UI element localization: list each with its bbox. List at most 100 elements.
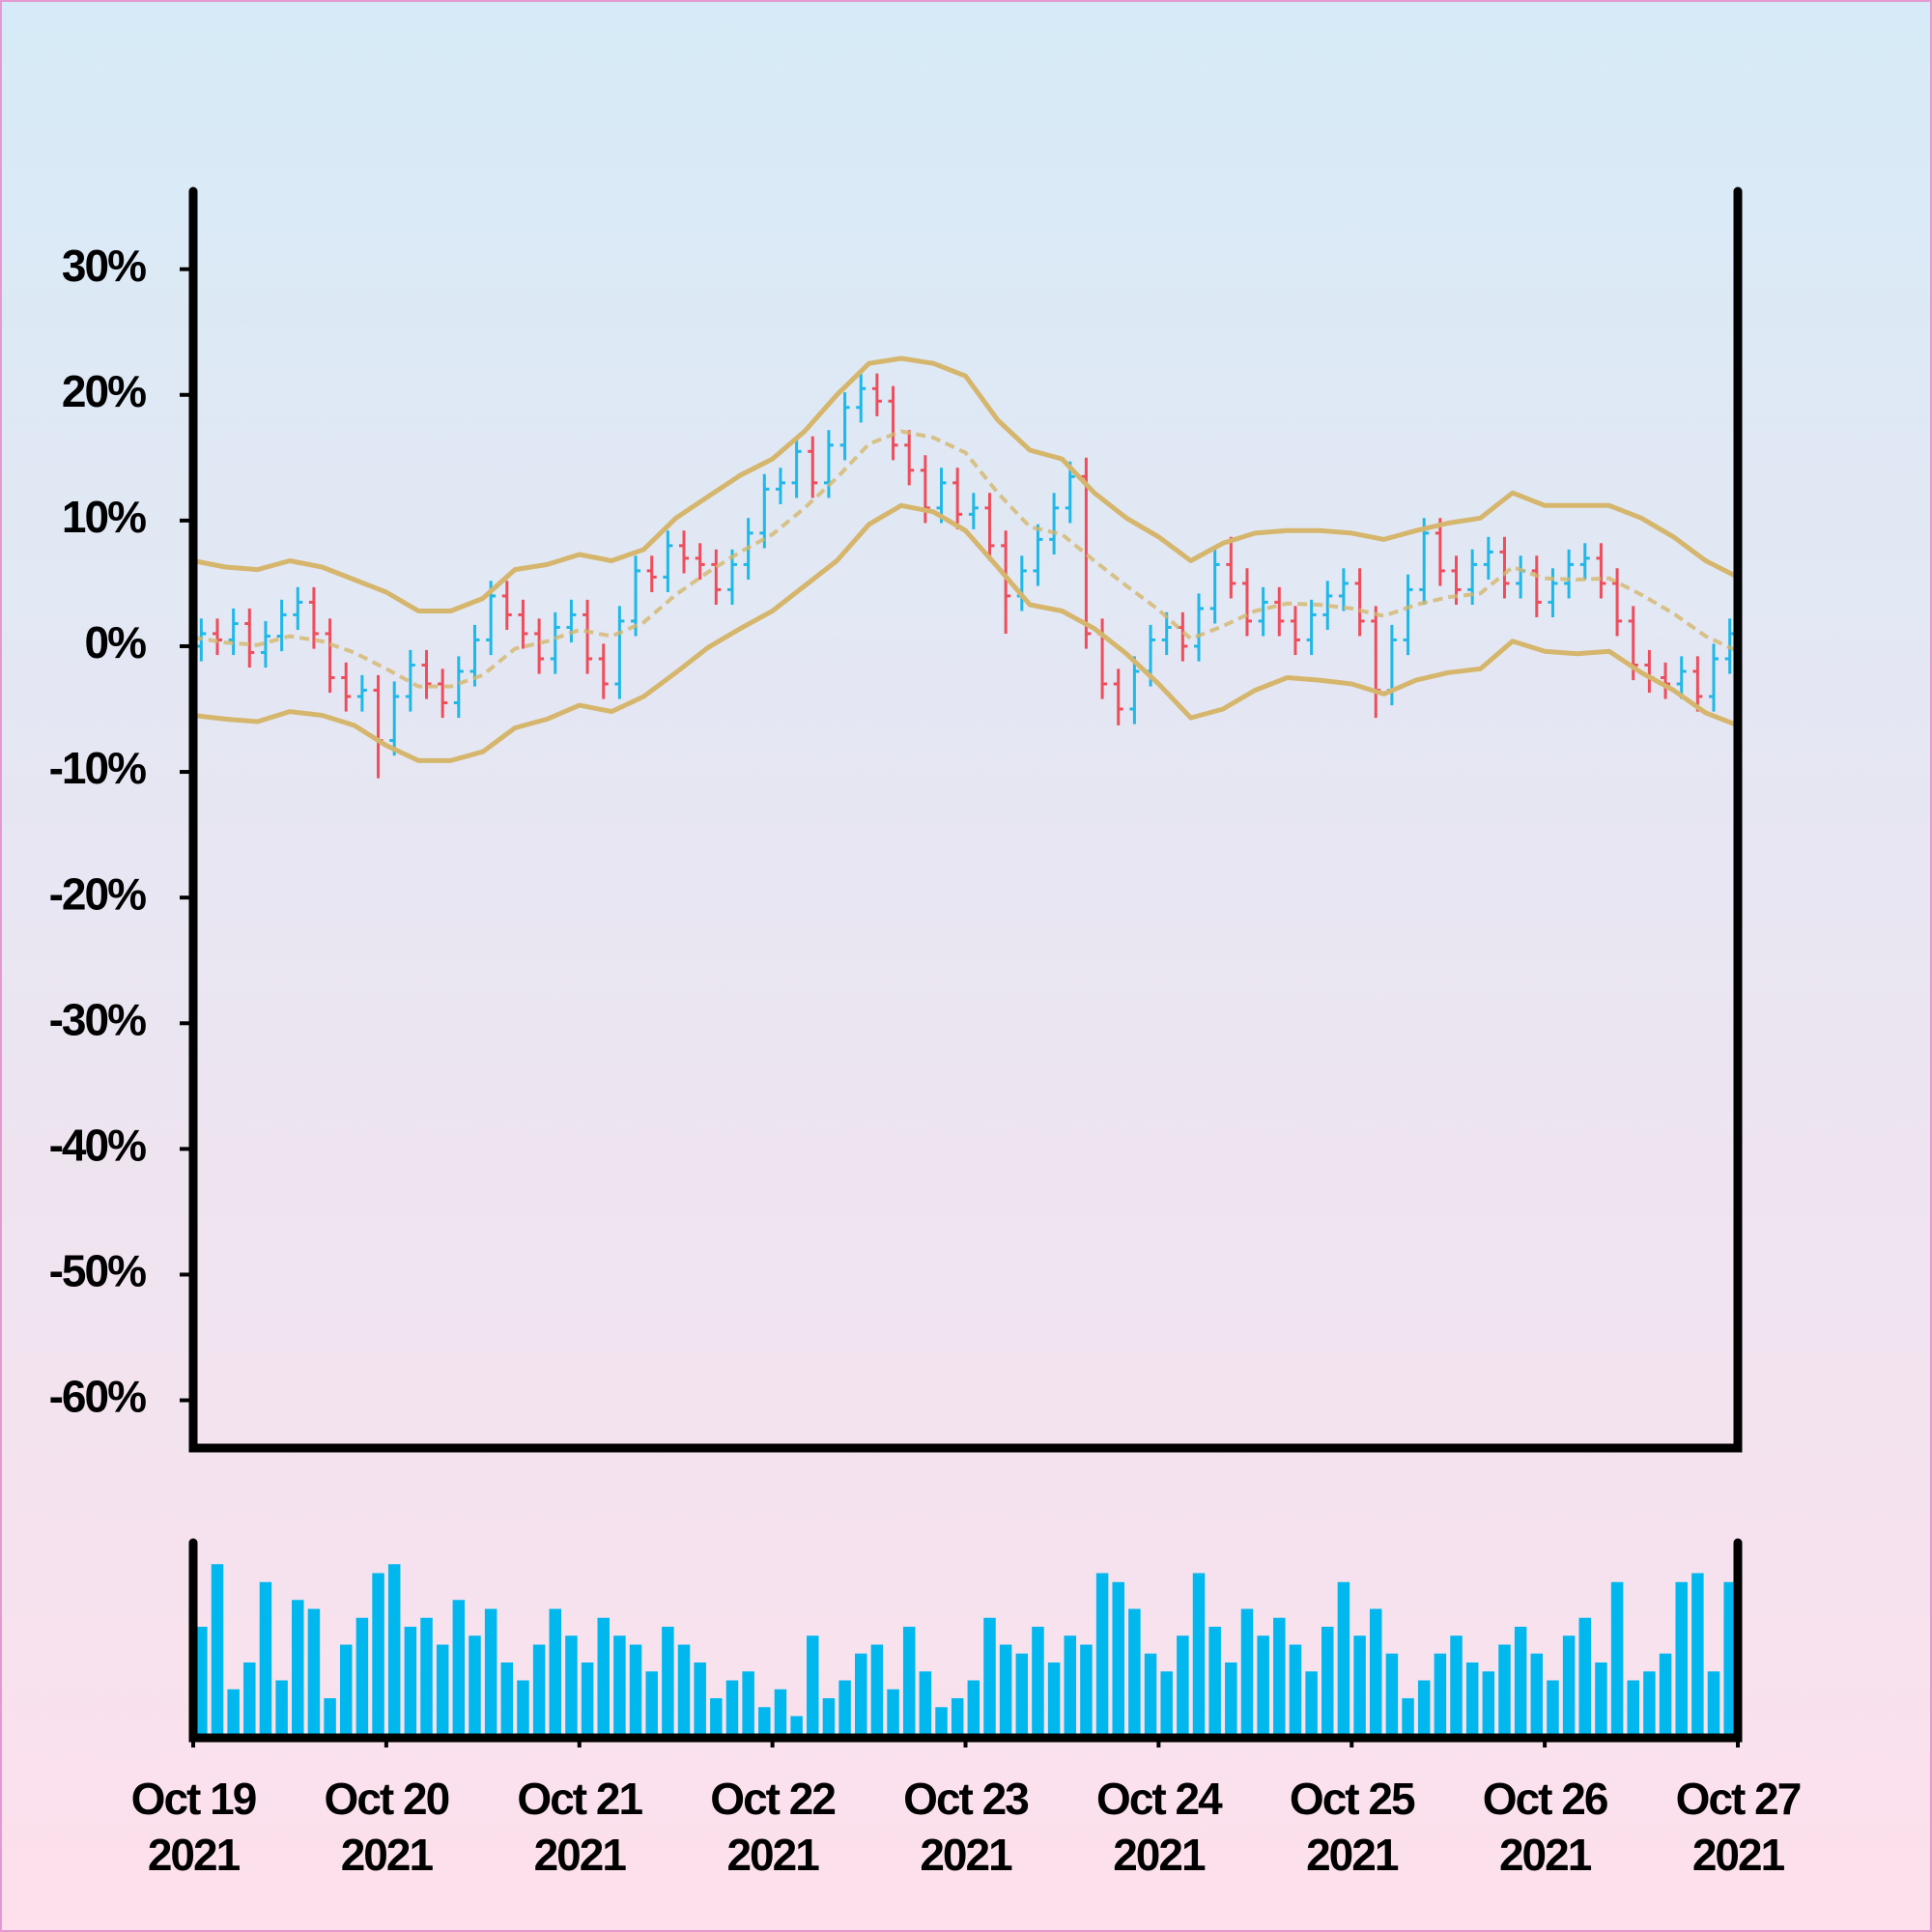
x-tick-label: 2021 bbox=[920, 1830, 1012, 1880]
volume-bar bbox=[469, 1635, 481, 1734]
volume-bar bbox=[1047, 1662, 1061, 1734]
volume-bar bbox=[1723, 1581, 1736, 1734]
y-tick-label: -50% bbox=[49, 1246, 146, 1296]
volume-bar bbox=[1562, 1635, 1576, 1734]
volume-bar bbox=[999, 1644, 1012, 1734]
x-tick-label: 2021 bbox=[1113, 1830, 1206, 1880]
volume-bar bbox=[1240, 1608, 1254, 1734]
volume-bar bbox=[967, 1680, 980, 1734]
volume-bar bbox=[597, 1617, 610, 1734]
x-tick-label: 2021 bbox=[1499, 1830, 1592, 1880]
volume-bar bbox=[243, 1662, 256, 1734]
x-tick-label: Oct 24 bbox=[1096, 1774, 1223, 1824]
volume-bar bbox=[1578, 1617, 1592, 1734]
volume-bar bbox=[1627, 1680, 1639, 1734]
volume-bar bbox=[1498, 1644, 1511, 1734]
x-tick-label: 2021 bbox=[1692, 1830, 1785, 1880]
volume-bar bbox=[532, 1644, 546, 1734]
x-tick-label: Oct 25 bbox=[1290, 1774, 1415, 1824]
x-tick-label: Oct 23 bbox=[903, 1774, 1028, 1824]
x-tick-label: 2021 bbox=[534, 1830, 627, 1880]
volume-bar bbox=[195, 1627, 208, 1734]
volume-bar bbox=[1064, 1635, 1077, 1734]
volume-bar bbox=[1192, 1573, 1206, 1734]
volume-bar bbox=[694, 1662, 706, 1734]
volume-bar bbox=[484, 1608, 497, 1734]
volume-bar bbox=[404, 1627, 417, 1734]
volume-bar bbox=[1032, 1627, 1044, 1734]
volume-bar bbox=[919, 1671, 932, 1734]
volume-bar bbox=[211, 1564, 224, 1734]
x-tick-label: Oct 22 bbox=[710, 1774, 835, 1824]
volume-bar bbox=[1595, 1662, 1607, 1734]
y-tick-label: 30% bbox=[62, 241, 146, 291]
volume-bar bbox=[1080, 1644, 1093, 1734]
volume-bar bbox=[565, 1635, 578, 1734]
volume-bar bbox=[742, 1671, 754, 1734]
x-tick-label: 2021 bbox=[1306, 1830, 1399, 1880]
volume-bar bbox=[1015, 1653, 1029, 1734]
x-tick-label: 2021 bbox=[341, 1830, 434, 1880]
volume-bar bbox=[1707, 1671, 1720, 1734]
plot-marks bbox=[192, 355, 1740, 1734]
volume-bar bbox=[1434, 1653, 1447, 1734]
volume-bar bbox=[500, 1662, 514, 1734]
volume-bar bbox=[1482, 1671, 1495, 1734]
volume-bar bbox=[1321, 1627, 1334, 1734]
band-upper bbox=[192, 355, 1740, 613]
y-tick-label: -40% bbox=[49, 1121, 146, 1171]
volume-bar bbox=[725, 1680, 739, 1734]
volume-bar bbox=[1465, 1662, 1479, 1734]
volume-bar bbox=[436, 1644, 449, 1734]
x-tick-label: Oct 21 bbox=[517, 1774, 642, 1824]
volume-bar bbox=[1659, 1653, 1672, 1734]
x-tick-label: Oct 26 bbox=[1483, 1774, 1607, 1824]
volume-bar bbox=[645, 1671, 658, 1734]
volume-bar bbox=[259, 1581, 272, 1734]
x-tick-label: Oct 27 bbox=[1676, 1774, 1801, 1824]
volume-bar bbox=[517, 1680, 529, 1734]
volume-bar bbox=[452, 1600, 466, 1734]
volume-bar bbox=[758, 1707, 771, 1734]
volume-bar bbox=[1177, 1635, 1189, 1734]
volume-bar bbox=[710, 1698, 723, 1734]
volume-bar bbox=[1675, 1581, 1688, 1734]
volume-bar bbox=[1547, 1680, 1559, 1734]
volume-bar bbox=[549, 1608, 562, 1734]
volume-bar bbox=[1160, 1671, 1173, 1734]
volume-bar bbox=[1353, 1635, 1366, 1734]
volume-bar bbox=[629, 1644, 642, 1734]
volume-bar bbox=[887, 1689, 899, 1734]
volume-bar bbox=[1273, 1617, 1286, 1734]
band-middle bbox=[192, 429, 1739, 689]
volume-bar bbox=[854, 1653, 867, 1734]
volume-bar bbox=[1402, 1698, 1414, 1734]
band-lower bbox=[192, 502, 1739, 763]
volume-bar bbox=[902, 1627, 916, 1734]
volume-bar bbox=[1417, 1680, 1431, 1734]
x-tick-label: 2021 bbox=[726, 1830, 819, 1880]
volume-bar bbox=[822, 1698, 836, 1734]
volume-bar bbox=[1289, 1644, 1302, 1734]
volume-bar bbox=[838, 1680, 851, 1734]
volume-bar bbox=[1514, 1627, 1527, 1734]
y-tick-label: -30% bbox=[49, 994, 146, 1044]
volume-bar bbox=[1643, 1671, 1656, 1734]
volume-bar bbox=[935, 1707, 948, 1734]
volume-bar bbox=[613, 1635, 626, 1734]
volume-bar bbox=[774, 1689, 787, 1734]
volume-bar bbox=[324, 1698, 336, 1734]
y-tick-label: 10% bbox=[62, 492, 146, 542]
volume-bar bbox=[1450, 1635, 1463, 1734]
volume-bar bbox=[1369, 1608, 1382, 1734]
volume-bar bbox=[1112, 1581, 1124, 1734]
y-tick-label: 20% bbox=[62, 366, 146, 416]
volume-bar bbox=[1530, 1653, 1544, 1734]
volume-bar bbox=[870, 1644, 884, 1734]
volume-bar bbox=[307, 1608, 321, 1734]
volume-bar bbox=[1305, 1671, 1318, 1734]
volume-bar bbox=[1385, 1653, 1399, 1734]
volume-bar bbox=[581, 1662, 594, 1734]
